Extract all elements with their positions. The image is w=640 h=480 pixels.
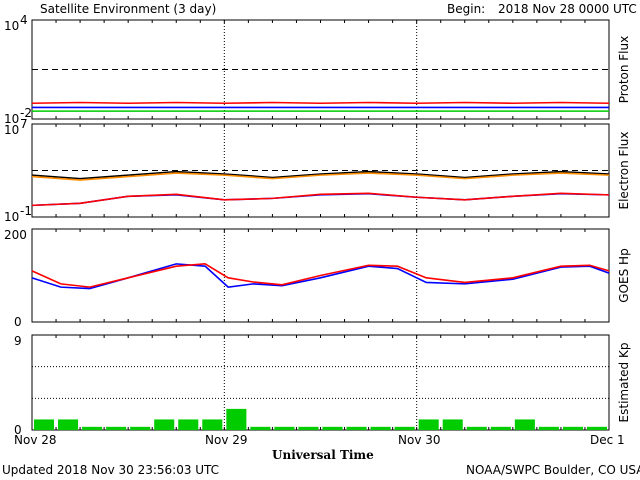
y-tick-bottom: 0 <box>14 315 22 329</box>
x-tick-nov29: Nov 29 <box>205 433 248 447</box>
y-tick-bottom-exponent: -2 <box>20 106 32 120</box>
kp-bar <box>322 426 343 430</box>
kp-bar <box>586 426 607 430</box>
kp-bar <box>82 426 103 430</box>
y-tick-top: 10 <box>4 19 19 33</box>
y-axis-label: GOES Hp <box>617 248 631 302</box>
begin-value: 2018 Nov 28 0000 UTC <box>498 2 637 16</box>
kp-bar <box>538 426 559 430</box>
series-line-1 <box>31 263 610 288</box>
y-tick-bottom: 10 <box>4 112 19 126</box>
series-line-1 <box>31 172 610 181</box>
kp-bar <box>178 419 199 430</box>
kp-bar <box>106 426 127 430</box>
begin-label: Begin: <box>447 2 485 16</box>
y-axis-label: Electron Flux <box>617 132 631 210</box>
kp-bar <box>346 426 367 430</box>
y-tick-top: 10 <box>4 123 19 137</box>
y-axis-label: Estimated Kp <box>617 343 631 423</box>
kp-bar <box>466 426 487 430</box>
kp-bar <box>394 426 415 430</box>
kp-bar <box>250 426 271 430</box>
updated-timestamp: Updated 2018 Nov 30 23:56:03 UTC <box>2 463 219 477</box>
kp-bar <box>442 419 463 430</box>
kp-bar <box>274 426 295 430</box>
y-tick-top-exponent: 7 <box>20 117 28 131</box>
kp-bar <box>58 419 79 430</box>
series-line-3 <box>31 192 610 207</box>
y-axis-label: Proton Flux <box>617 36 631 103</box>
panel-goes_hp: 200 0 GOES Hp <box>4 228 631 329</box>
y-tick-top: 9 <box>14 334 22 348</box>
panel-kp: 9 0 Estimated Kp <box>14 334 631 437</box>
y-tick-bottom: 10 <box>4 210 19 224</box>
kp-bar <box>226 408 247 430</box>
y-tick-top-exponent: 4 <box>20 13 28 27</box>
chart-title: Satellite Environment (3 day) <box>40 2 216 16</box>
kp-bar <box>490 426 511 430</box>
kp-bar <box>154 419 175 430</box>
kp-bar <box>130 426 151 430</box>
panel-frame <box>31 334 610 431</box>
kp-bar <box>34 419 55 430</box>
kp-bar <box>514 419 535 430</box>
kp-bar <box>370 426 391 430</box>
series-line-0 <box>31 170 610 180</box>
kp-bar <box>562 426 583 430</box>
credit-label: NOAA/SWPC Boulder, CO USA <box>466 463 640 477</box>
kp-bar <box>298 426 319 430</box>
kp-bar <box>418 419 439 430</box>
y-tick-bottom-exponent: -1 <box>20 204 32 218</box>
kp-bar <box>202 419 223 430</box>
y-tick-top: 200 <box>4 228 27 242</box>
x-axis-label: Universal Time <box>272 448 374 462</box>
y-tick-bottom: 0 <box>14 423 22 437</box>
x-tick-dec1: Dec 1 <box>590 433 625 447</box>
x-tick-nov28: Nov 28 <box>14 433 57 447</box>
x-tick-nov30: Nov 30 <box>398 433 441 447</box>
series-line-0 <box>31 101 610 105</box>
